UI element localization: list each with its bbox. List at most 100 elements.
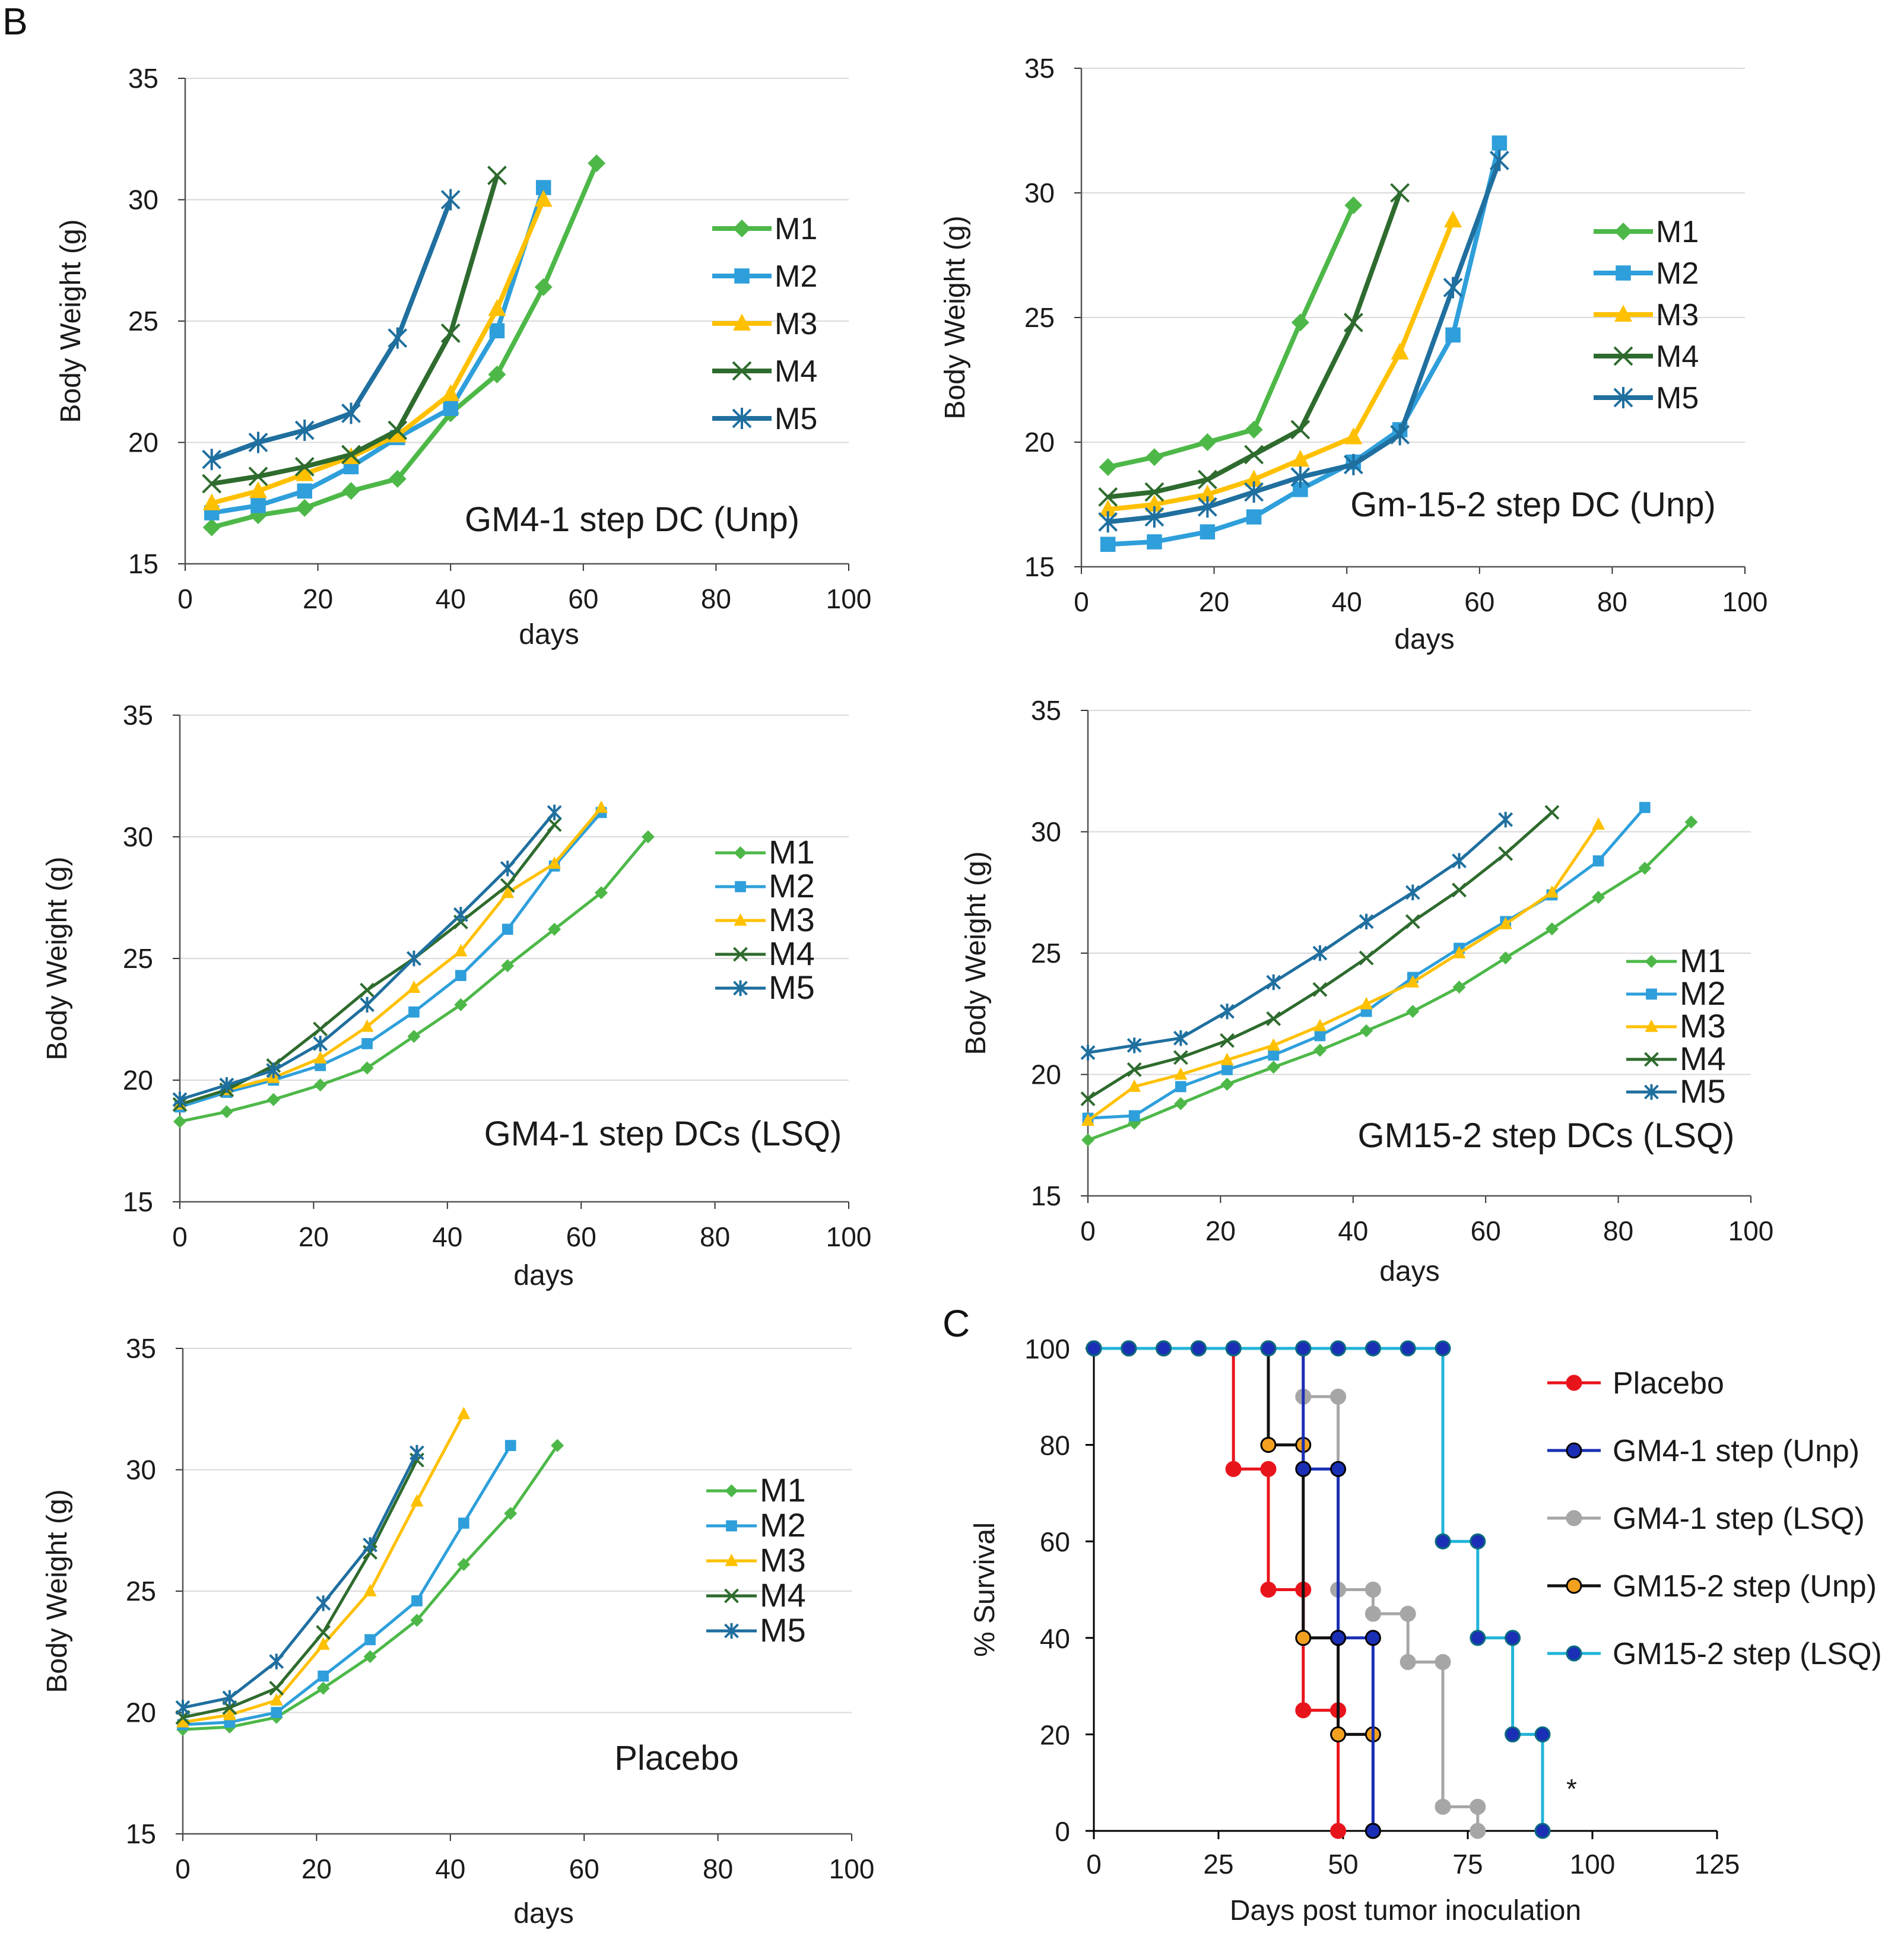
data-point-m2 <box>361 1038 373 1049</box>
survival-point <box>1364 1823 1381 1839</box>
data-point-m4 <box>248 466 268 487</box>
survival-point <box>1295 1340 1312 1357</box>
legend-marker <box>1613 387 1633 408</box>
survival-point <box>1364 1630 1381 1646</box>
data-point-m5 <box>266 1062 281 1078</box>
data-point-m3 <box>1592 817 1605 830</box>
data-point-m5 <box>1390 424 1410 446</box>
survival-point <box>1364 1605 1381 1622</box>
legend-label: M5 <box>1680 1072 1726 1110</box>
legend-marker <box>1566 1645 1582 1662</box>
legend-marker <box>725 1553 738 1566</box>
data-point-m5 <box>1220 1003 1235 1020</box>
data-point-m4 <box>388 420 408 440</box>
data-point-m3 <box>1499 916 1512 929</box>
data-point-m2 <box>1100 537 1116 552</box>
survival-point <box>1534 1823 1551 1839</box>
survival-point <box>1400 1340 1416 1357</box>
data-point-m1 <box>551 1439 564 1452</box>
x-tick-label: 100 <box>826 583 872 614</box>
legend-label: M2 <box>769 867 815 904</box>
data-point-m5 <box>440 189 461 211</box>
data-point-m3 <box>1360 996 1373 1010</box>
legend-marker <box>1644 1084 1659 1100</box>
x-tick-label: 20 <box>303 583 333 614</box>
data-point-m3 <box>1313 1018 1327 1031</box>
data-point-m2 <box>1221 1064 1233 1075</box>
y-tick-label: 30 <box>1031 817 1061 847</box>
x-tick-label: 40 <box>435 1853 465 1884</box>
data-point-m2 <box>408 1006 420 1018</box>
data-point-m2 <box>411 1595 423 1607</box>
survival-point <box>1470 1630 1486 1646</box>
survival-point <box>1470 1533 1486 1550</box>
legend-label: M1 <box>769 833 815 871</box>
data-point-m3 <box>1391 342 1409 360</box>
survival-point <box>1505 1726 1521 1742</box>
data-point-m5 <box>1080 1045 1096 1061</box>
data-point-m4 <box>202 474 222 494</box>
data-point-m4 <box>1544 805 1560 820</box>
data-point-m4 <box>1290 420 1310 440</box>
series-line-m3 <box>211 198 546 506</box>
data-point-m4 <box>500 878 515 893</box>
legend-label: M2 <box>775 259 817 294</box>
y-tick-label: 15 <box>123 1186 153 1217</box>
x-axis-label: days <box>513 1260 573 1291</box>
data-point-m2 <box>1639 802 1651 813</box>
data-point-m3 <box>457 1407 471 1420</box>
data-point-m1 <box>1592 890 1605 904</box>
x-tick-label: 0 <box>175 1853 191 1884</box>
data-point-m2 <box>1445 327 1461 343</box>
legend-marker <box>724 1623 739 1639</box>
x-tick-label: 0 <box>1080 1215 1096 1246</box>
y-tick-label: 15 <box>128 548 158 579</box>
data-point-m1 <box>407 1030 421 1043</box>
data-point-m1 <box>1267 1061 1280 1074</box>
x-tick-label: 100 <box>1728 1215 1774 1246</box>
data-point-m5 <box>219 1077 234 1093</box>
data-point-m1 <box>1291 313 1309 332</box>
data-point-m5 <box>1244 481 1264 503</box>
x-tick-label: 20 <box>1199 586 1229 617</box>
data-point-m2 <box>504 1440 516 1451</box>
legend-label: M4 <box>769 935 815 972</box>
data-point-m1 <box>363 1650 377 1664</box>
legend-marker <box>1613 346 1633 366</box>
data-point-m5 <box>1198 496 1217 518</box>
data-point-m1 <box>504 1507 518 1521</box>
legend-marker <box>1566 1510 1582 1526</box>
legend-label: M5 <box>760 1611 806 1649</box>
data-point-m2 <box>1492 135 1508 151</box>
data-point-m2 <box>458 1518 469 1529</box>
y-tick-label: 25 <box>1024 302 1055 333</box>
chart-b3: 15 20 25 30 35 0 20 40 60 80 100 days Body Weight (g… <box>42 700 871 1291</box>
legend-label: GM15-2 step (LSQ) <box>1613 1637 1882 1671</box>
data-point-m1 <box>388 469 407 488</box>
data-point-m1 <box>1344 196 1363 214</box>
legend-marker <box>733 980 748 996</box>
data-point-m3 <box>1267 1038 1280 1051</box>
data-point-m3 <box>548 856 561 869</box>
data-point-m4 <box>1244 445 1264 465</box>
x-tick-label: 40 <box>1338 1215 1368 1246</box>
data-point-m1 <box>266 1093 280 1106</box>
x-tick-label: 40 <box>436 583 466 614</box>
y-tick-label: 15 <box>1031 1180 1061 1211</box>
x-tick-label: 25 <box>1203 1849 1233 1880</box>
x-tick-label: 0 <box>177 583 193 614</box>
data-point-m4 <box>1266 1011 1281 1026</box>
data-point-m3 <box>1545 885 1559 898</box>
panel-label-c: C <box>943 1302 970 1345</box>
data-point-m1 <box>342 482 360 500</box>
survival-point <box>1190 1340 1207 1357</box>
survival-point <box>1505 1630 1521 1646</box>
series-line-m5 <box>179 811 556 1102</box>
y-tick-label: 35 <box>128 63 158 94</box>
data-point-m5 <box>248 431 268 453</box>
data-point-m5 <box>1443 277 1463 299</box>
data-point-m5 <box>1489 150 1509 172</box>
survival-point <box>1260 1340 1277 1357</box>
data-point-m2 <box>502 923 513 935</box>
data-point-m5 <box>1452 853 1467 869</box>
